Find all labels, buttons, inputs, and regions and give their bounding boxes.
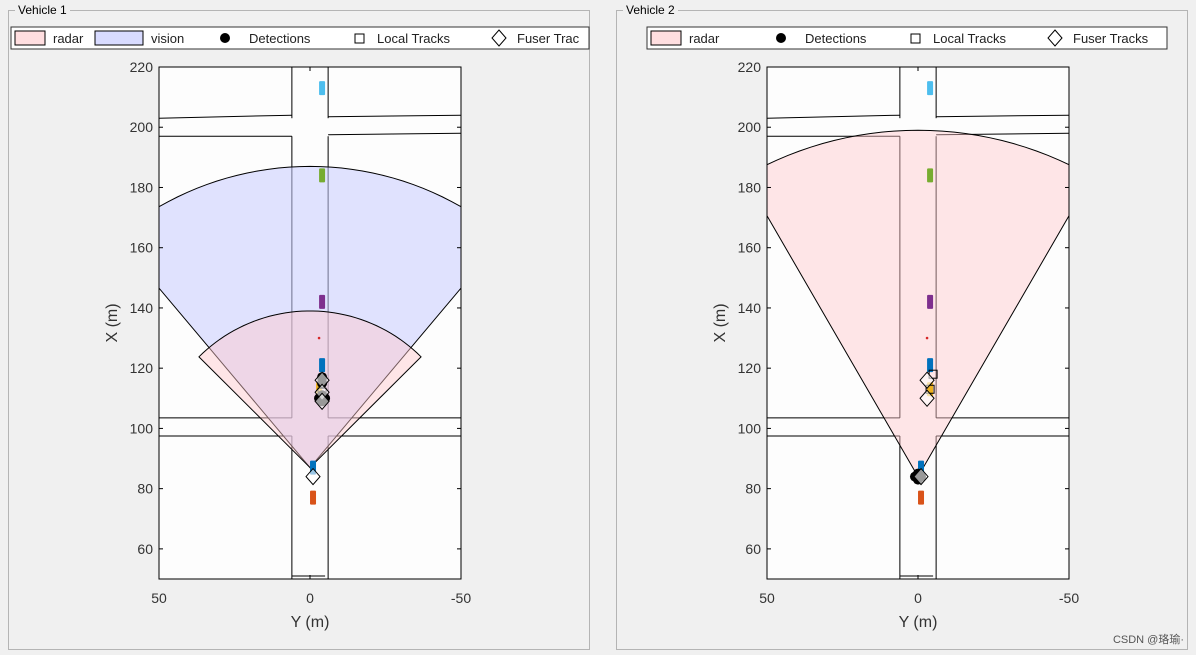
y-tick-label: 80 xyxy=(137,481,153,497)
vehicle-marker xyxy=(310,490,317,505)
vehicle-2-panel: Vehicle 2 radar Detections Local Tracks Fus… xyxy=(616,3,1188,650)
x-axis-label: Y (m) xyxy=(291,614,330,631)
road-edge xyxy=(328,114,461,118)
x-tick-label: -50 xyxy=(1059,590,1079,606)
y-tick-label: 100 xyxy=(130,420,154,436)
y-tick-label: 60 xyxy=(745,541,761,557)
legend: radar Detections Local Tracks Fuser Tracks xyxy=(646,26,1168,50)
y-tick-label: 220 xyxy=(738,59,762,75)
y-tick-label: 80 xyxy=(745,481,761,497)
x-tick-label: 0 xyxy=(914,590,922,606)
x-tick-label: 0 xyxy=(306,590,314,606)
vehicle-marker xyxy=(319,168,326,183)
legend-label: Detections xyxy=(805,31,867,46)
vehicle-1-chart: radar vision Detections Local Tracks Fuser T… xyxy=(10,26,590,631)
vehicle-marker xyxy=(927,168,934,183)
x-tick-label: -50 xyxy=(451,590,471,606)
vehicle-marker xyxy=(927,358,934,373)
x-tick-label: 50 xyxy=(759,590,775,606)
vehicle-marker xyxy=(319,294,326,309)
radar-coverage xyxy=(198,310,422,469)
fuser-track-marker xyxy=(314,392,330,411)
vision-legend-icon xyxy=(94,30,144,46)
radar-legend-icon xyxy=(650,30,682,46)
red-dot-marker xyxy=(317,336,321,340)
vehicle-marker xyxy=(927,294,934,309)
detection-legend-icon xyxy=(776,33,786,43)
x-tick-label: 50 xyxy=(151,590,167,606)
plot-content xyxy=(767,67,1069,579)
legend-box xyxy=(10,26,590,50)
y-tick-label: 60 xyxy=(137,541,153,557)
y-tick-label: 200 xyxy=(130,119,154,135)
fuser-track-marker xyxy=(919,389,935,408)
y-tick-label: 120 xyxy=(130,360,154,376)
y-tick-label: 200 xyxy=(738,119,762,135)
vehicle-1-title: Vehicle 1 xyxy=(15,3,70,17)
y-tick-label: 140 xyxy=(738,300,762,316)
watermark: CSDN @珞瑜· xyxy=(1112,634,1184,646)
legend: radar vision Detections Local Tracks Fuser T… xyxy=(10,26,590,50)
x-axis-label: Y (m) xyxy=(899,614,938,631)
fuser-track-marker xyxy=(919,371,935,389)
y-axis-label: X (m) xyxy=(104,303,121,342)
fuser-track-marker xyxy=(913,467,929,486)
road-network xyxy=(767,67,1069,579)
vehicle-2-chart: radar Detections Local Tracks Fuser Tracks 6… xyxy=(646,26,1168,631)
legend-label: Fuser Tracks xyxy=(1073,31,1149,46)
vehicle-2-title: Vehicle 2 xyxy=(623,3,678,17)
vehicle-marker xyxy=(918,490,925,505)
local-track-legend-icon xyxy=(354,33,365,44)
y-tick-label: 120 xyxy=(738,360,762,376)
local-track-legend-icon xyxy=(910,33,921,44)
legend-label: radar xyxy=(53,31,84,46)
y-tick-label: 160 xyxy=(130,240,154,256)
y-axis-label: X (m) xyxy=(712,303,729,342)
radar-coverage xyxy=(767,129,1069,478)
y-tick-label: 160 xyxy=(738,240,762,256)
legend-box xyxy=(646,26,1168,50)
road-edge xyxy=(159,114,292,119)
plot-area xyxy=(767,67,1069,579)
y-tick-label: 100 xyxy=(738,420,762,436)
red-dot-marker xyxy=(925,336,929,340)
y-tick-label: 180 xyxy=(130,179,154,195)
legend-label: Local Tracks xyxy=(377,31,450,46)
legend-label: vision xyxy=(151,31,184,46)
y-tick-label: 220 xyxy=(130,59,154,75)
road-edge xyxy=(328,132,461,136)
vehicle-marker xyxy=(927,81,934,96)
vehicle-marker xyxy=(319,358,326,373)
fuser-track-marker xyxy=(305,467,321,486)
y-tick-label: 180 xyxy=(738,179,762,195)
legend-label: Detections xyxy=(249,31,311,46)
vision-coverage xyxy=(159,165,461,469)
vehicle-1-panel: Vehicle 1 radar vision Detections Local Tra… xyxy=(8,3,590,650)
vehicle-marker xyxy=(319,81,326,96)
legend-label: Fuser Trac xyxy=(517,31,580,46)
road-edge xyxy=(936,114,1069,118)
road-edge xyxy=(767,114,900,119)
legend-label: Local Tracks xyxy=(933,31,1006,46)
fuser-track-legend-icon xyxy=(1047,29,1063,47)
radar-legend-icon xyxy=(14,30,46,46)
plot-content xyxy=(159,67,461,579)
detection-legend-icon xyxy=(220,33,230,43)
y-tick-label: 140 xyxy=(130,300,154,316)
legend-label: radar xyxy=(689,31,720,46)
road-edge xyxy=(936,132,1069,136)
fuser-track-legend-icon xyxy=(491,29,507,47)
